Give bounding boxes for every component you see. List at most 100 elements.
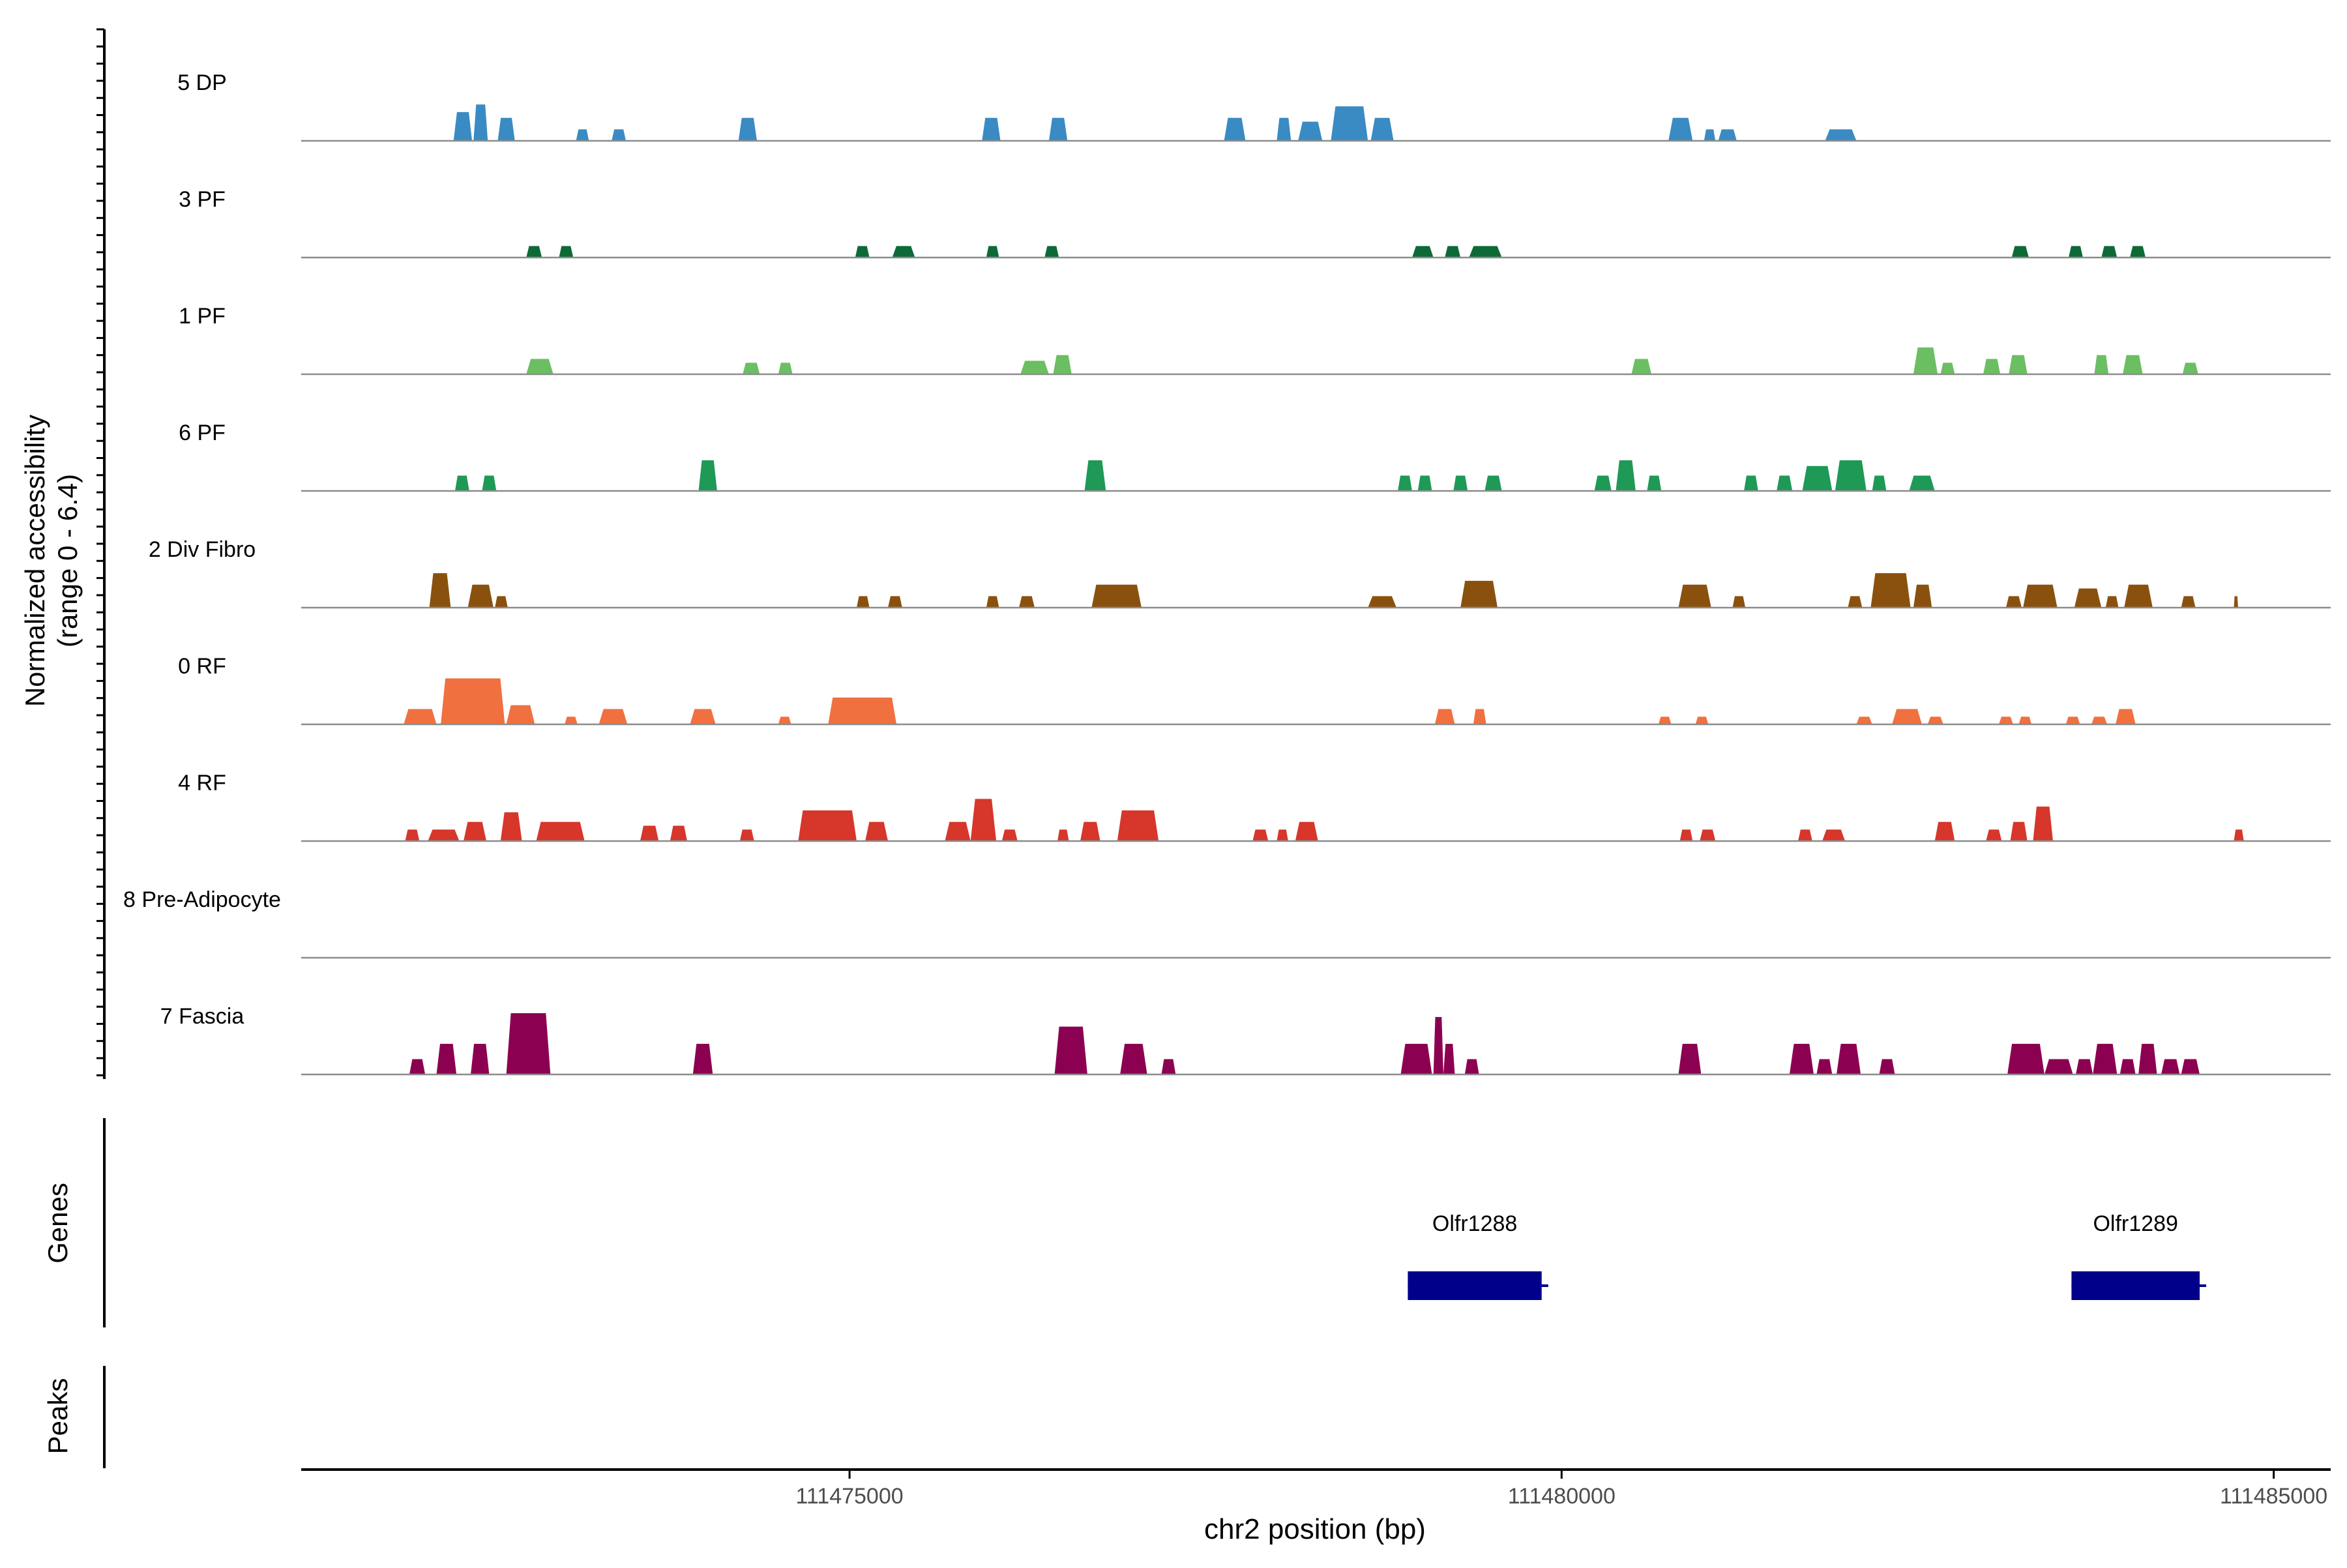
coverage-peak	[1744, 475, 1758, 491]
coverage-peak	[1091, 584, 1142, 608]
coverage-peak	[1084, 460, 1106, 491]
coverage-peak	[1080, 821, 1100, 841]
coverage-peak	[738, 117, 758, 141]
coverage-tracks: 5 DP 3 PF 1 PF 6 PF 2 Div Fibro 0 RF 4 RF 8 Pre…	[123, 70, 2331, 1076]
coverage-peak	[2010, 821, 2028, 841]
coverage-peak	[1668, 117, 1693, 141]
coverage-peak	[982, 117, 1001, 141]
coverage-peak	[2023, 584, 2058, 608]
coverage-peak	[1331, 106, 1368, 141]
coverage-peak	[692, 1044, 713, 1074]
coverage-peak	[482, 475, 497, 491]
x-axis-tick-label: 111475000	[796, 1484, 904, 1509]
coverage-peak	[828, 697, 897, 724]
coverage-peak	[1892, 709, 1922, 724]
coverage-peak	[428, 829, 460, 841]
coverage-peak	[1837, 1044, 1861, 1074]
coverage-peak	[1224, 117, 1246, 141]
coverage-peak	[2116, 709, 2136, 724]
coverage-peak	[1298, 121, 1323, 141]
coverage-peak	[2005, 596, 2022, 608]
coverage-peak	[471, 1044, 490, 1074]
coverage-peak	[1433, 1016, 1443, 1074]
coverage-peak	[2234, 829, 2244, 841]
coverage-peak	[1872, 475, 1887, 491]
coverage-peak	[857, 596, 870, 608]
coverage-peak	[1777, 475, 1793, 491]
coverage-peak	[1700, 829, 1716, 841]
track-label: 1 PF	[179, 304, 226, 329]
coverage-peak	[888, 596, 902, 608]
coverage-peak	[1940, 362, 1955, 374]
coverage-peak	[1789, 1044, 1814, 1074]
coverage-peak	[506, 705, 535, 724]
coverage-peak	[506, 1013, 551, 1074]
coverage-peak	[473, 104, 488, 141]
coverage-peak	[2011, 246, 2029, 258]
coverage-peak	[1400, 1044, 1432, 1074]
coverage-peak	[2076, 1059, 2093, 1074]
coverage-peak	[2105, 596, 2119, 608]
coverage-peak	[576, 129, 589, 141]
coverage-peak	[1732, 596, 1746, 608]
coverage-peak	[405, 829, 420, 841]
track-5-dp: 5 DP	[177, 70, 2331, 142]
coverage-peak	[2009, 355, 2028, 374]
coverage-peak	[855, 246, 870, 258]
coverage-peak	[1460, 580, 1498, 608]
coverage-peak	[2101, 246, 2118, 258]
coverage-peak	[1445, 246, 1461, 258]
coverage-peak	[612, 129, 627, 141]
coverage-peak	[1718, 129, 1737, 141]
track-6-pf: 6 PF	[179, 421, 2331, 492]
coverage-peak	[1370, 117, 1394, 141]
coverage-peak	[2138, 1044, 2157, 1074]
coverage-peak	[2119, 1059, 2136, 1074]
track-label: 3 PF	[179, 187, 226, 212]
coverage-peak	[690, 709, 716, 724]
coverage-peak	[453, 111, 473, 141]
coverage-peak	[1802, 466, 1833, 491]
coverage-peak	[467, 584, 494, 608]
coverage-peak	[698, 460, 717, 491]
coverage-peak	[1120, 1044, 1147, 1074]
x-axis-title: chr2 position (bp)	[1204, 1513, 1426, 1545]
coverage-peak	[2094, 355, 2109, 374]
coverage-peak	[2181, 1059, 2200, 1074]
coverage-peak	[1647, 475, 1662, 491]
track-label: 4 RF	[178, 771, 226, 795]
coverage-peak	[429, 573, 451, 608]
track-7-fascia: 7 Fascia	[160, 1004, 2331, 1076]
coverage-peak	[1870, 573, 1911, 608]
gene-label: Olfr1288	[1432, 1211, 1517, 1236]
track-label: 8 Pre-Adipocyte	[123, 887, 281, 912]
coverage-peak	[1161, 1059, 1176, 1074]
x-axis-tick-label: 111485000	[2220, 1484, 2327, 1509]
coverage-peak	[1368, 596, 1396, 608]
coverage-peak	[1631, 359, 1651, 374]
coverage-peak	[404, 709, 437, 724]
track-2-div-fibro: 2 Div Fibro	[149, 537, 2331, 609]
track-4-rf: 4 RF	[178, 771, 2331, 842]
track-1-pf: 1 PF	[179, 304, 2331, 376]
coverage-peak	[495, 596, 508, 608]
coverage-peak	[2124, 584, 2153, 608]
coverage-peak	[1484, 475, 1502, 491]
genes-panel-label: Genes	[42, 1183, 73, 1264]
coverage-peak	[1816, 1059, 1833, 1074]
coverage-peak	[565, 717, 578, 724]
coverage-peak	[1252, 829, 1269, 841]
coverage-peak	[1594, 475, 1612, 491]
coverage-peak	[1277, 117, 1292, 141]
coverage-peak	[500, 812, 522, 841]
coverage-peak	[1879, 1059, 1895, 1074]
coverage-peak	[1417, 475, 1432, 491]
coverage-peak	[2044, 1059, 2073, 1074]
coverage-peak	[2091, 717, 2107, 724]
coverage-peak	[1044, 246, 1059, 258]
coverage-peak	[1048, 117, 1068, 141]
y-axis-title-line-2: (range 0 - 6.4)	[52, 474, 83, 647]
coverage-peak	[970, 799, 997, 841]
